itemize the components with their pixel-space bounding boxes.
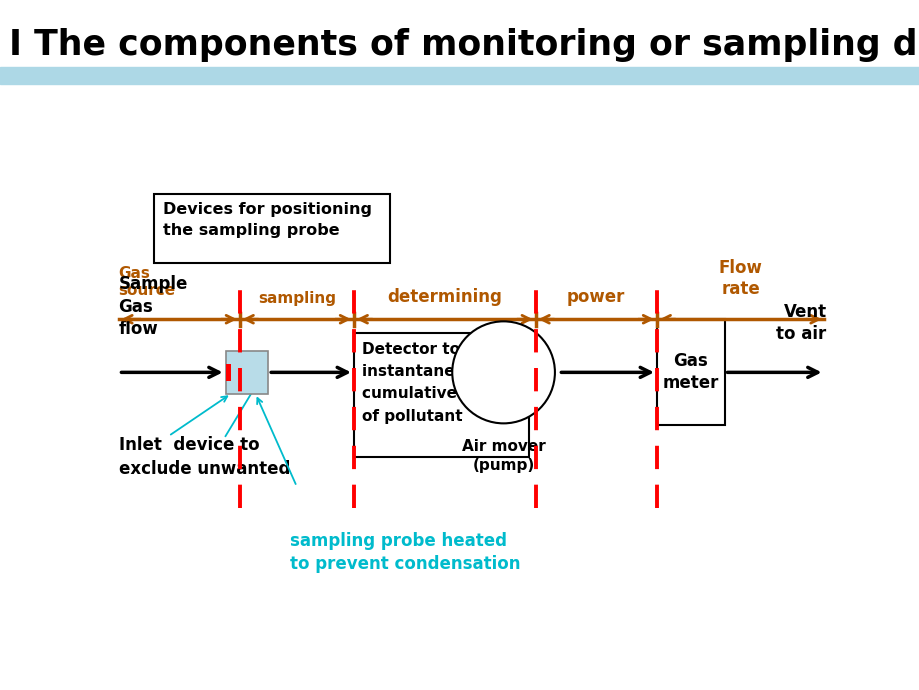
Text: sampling probe heated
to prevent condensation: sampling probe heated to prevent condens… bbox=[289, 532, 519, 573]
Ellipse shape bbox=[452, 322, 554, 424]
Text: Gas
source: Gas source bbox=[119, 266, 176, 298]
Bar bbox=[225, 351, 268, 393]
Bar bbox=[656, 319, 724, 426]
Text: I The components of monitoring or sampling device: I The components of monitoring or sampli… bbox=[9, 28, 919, 62]
Text: Vent
to air: Vent to air bbox=[776, 303, 825, 343]
Text: determining: determining bbox=[387, 288, 502, 306]
Bar bbox=[226, 364, 231, 381]
Bar bbox=[354, 333, 528, 457]
Text: Sample
Gas
flow: Sample Gas flow bbox=[119, 275, 187, 338]
Text: Flow
rate: Flow rate bbox=[718, 259, 762, 298]
Text: Air mover
(pump): Air mover (pump) bbox=[461, 440, 545, 473]
Text: sampling: sampling bbox=[257, 291, 335, 306]
Text: Detector to quantify
instantaneous or
cumulative  amount
of pollutant: Detector to quantify instantaneous or cu… bbox=[362, 342, 537, 424]
Text: power: power bbox=[566, 288, 625, 306]
Text: Devices for positioning
the sampling probe: Devices for positioning the sampling pro… bbox=[163, 202, 371, 238]
Text: Inlet  device to
exclude unwanted: Inlet device to exclude unwanted bbox=[119, 436, 289, 477]
Text: Gas
meter: Gas meter bbox=[662, 353, 718, 393]
Bar bbox=[154, 195, 389, 264]
